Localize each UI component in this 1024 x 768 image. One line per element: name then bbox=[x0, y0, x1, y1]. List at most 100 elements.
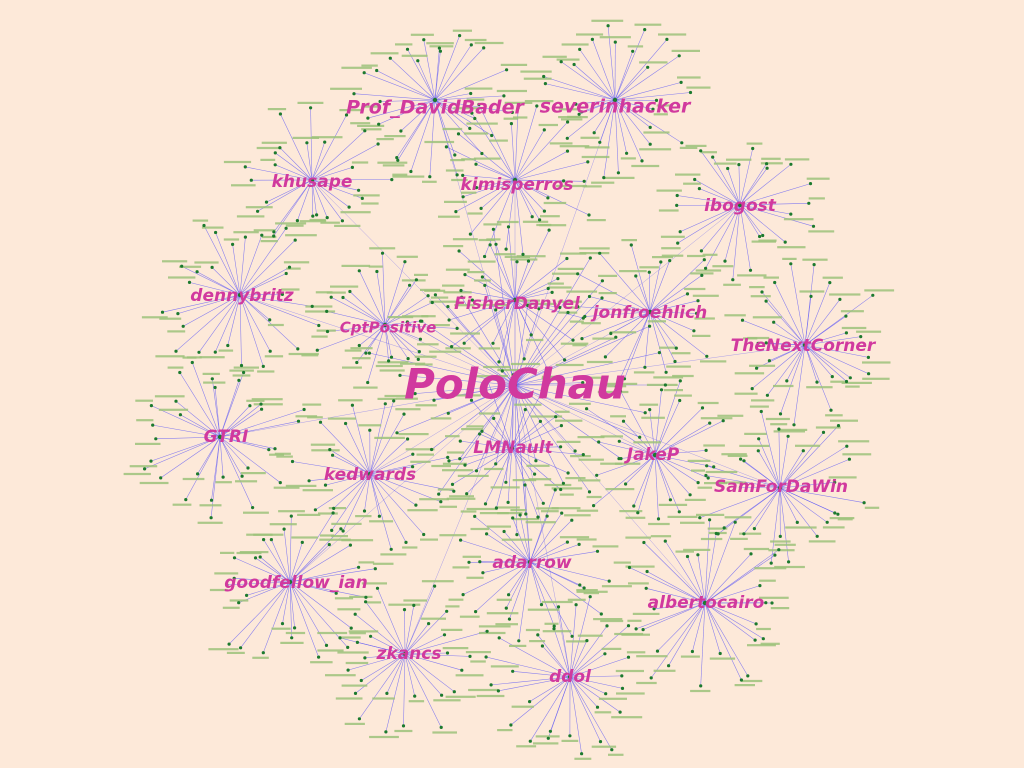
leaf-node bbox=[227, 642, 231, 646]
edge bbox=[514, 312, 569, 386]
edge bbox=[699, 487, 781, 518]
hub-label-albertocairo[interactable]: albertocairo bbox=[648, 593, 765, 613]
edge bbox=[239, 273, 287, 296]
leaf-label bbox=[672, 374, 694, 378]
edge bbox=[404, 634, 445, 655]
leaf-label bbox=[501, 538, 533, 541]
leaf-label bbox=[215, 481, 232, 484]
leaf-label bbox=[179, 265, 202, 268]
edge bbox=[654, 454, 709, 479]
hub-label-goodfellow-ian[interactable]: goodfellow_ian bbox=[224, 573, 368, 593]
leaf-node bbox=[642, 540, 646, 545]
hub-label-dennybritz[interactable]: dennybritz bbox=[190, 286, 293, 306]
leaf-node bbox=[550, 290, 554, 294]
leaf-label bbox=[760, 642, 780, 645]
edge bbox=[509, 561, 531, 620]
leaf-label bbox=[273, 486, 300, 489]
leaf-node bbox=[404, 540, 408, 545]
hub-label-ddol[interactable]: ddol bbox=[549, 667, 592, 687]
hub-label-samfordawin[interactable]: SamForDaWin bbox=[714, 477, 848, 497]
leaf-node bbox=[651, 107, 655, 111]
edge bbox=[739, 204, 763, 236]
leaf-node bbox=[621, 419, 626, 423]
edge bbox=[529, 551, 598, 563]
leaf-label bbox=[524, 100, 554, 103]
edge bbox=[493, 418, 513, 449]
leaf-node bbox=[645, 569, 649, 574]
hub-label-fisherdanyel[interactable]: FisherDanyel bbox=[454, 294, 581, 314]
leaf-label bbox=[760, 162, 783, 165]
leaf-node bbox=[838, 297, 842, 301]
leaf-label bbox=[429, 45, 454, 48]
leaf-label bbox=[339, 109, 361, 112]
leaf-node bbox=[239, 363, 244, 368]
leaf-label bbox=[493, 375, 508, 378]
leaf-node bbox=[655, 649, 660, 653]
hub-label-gtri[interactable]: GTRI bbox=[204, 427, 249, 447]
edge bbox=[356, 324, 386, 363]
edge bbox=[289, 544, 330, 583]
hub-label-zkancs[interactable]: zkancs bbox=[376, 644, 442, 664]
leaf-node bbox=[411, 452, 415, 456]
edge bbox=[471, 400, 513, 449]
edge bbox=[779, 458, 850, 489]
hub-label-prof-davidbader[interactable]: Prof_DavidBader bbox=[346, 97, 525, 119]
leaf-label bbox=[226, 651, 245, 654]
leaf-label bbox=[773, 384, 794, 388]
leaf-label bbox=[233, 366, 259, 369]
edge bbox=[180, 414, 221, 438]
leaf-label bbox=[692, 334, 711, 337]
leaf-node bbox=[509, 723, 513, 727]
leaf-node bbox=[526, 303, 530, 308]
hub-label-kimisperros[interactable]: kimisperros bbox=[460, 175, 573, 195]
edge bbox=[255, 557, 291, 583]
edge bbox=[790, 263, 806, 346]
hub-label-jakep[interactable]: JakeP bbox=[624, 445, 680, 465]
hub-label-cptpositive[interactable]: CptPositive bbox=[340, 319, 437, 337]
edge bbox=[280, 113, 313, 181]
leaf-label bbox=[659, 346, 676, 349]
leaf-node bbox=[617, 439, 621, 443]
edge bbox=[289, 581, 319, 658]
hub-label-thenextcorner[interactable]: TheNextCorner bbox=[731, 336, 877, 356]
leaf-label bbox=[694, 317, 715, 320]
leaf-label bbox=[773, 430, 805, 433]
leaf-label bbox=[525, 521, 556, 524]
leaf-node bbox=[149, 459, 153, 463]
hub-node bbox=[367, 471, 373, 477]
edge bbox=[510, 676, 571, 726]
hub-label-lmnault[interactable]: LMNault bbox=[473, 438, 553, 458]
edge bbox=[704, 585, 760, 604]
leaf-node bbox=[280, 622, 285, 626]
leaf-label bbox=[158, 408, 189, 411]
leaf-node bbox=[457, 249, 461, 253]
leaf-label bbox=[457, 474, 489, 477]
leaf-node bbox=[844, 331, 849, 335]
hub-label-kedwards[interactable]: kedwards bbox=[324, 465, 416, 485]
leaf-label bbox=[784, 158, 810, 161]
hub-label-ibogost[interactable]: ibogost bbox=[704, 196, 777, 216]
leaf-label bbox=[837, 518, 853, 521]
edge bbox=[804, 344, 818, 383]
leaf-node bbox=[151, 423, 155, 427]
leaf-node bbox=[698, 516, 702, 520]
hub-label-khusape[interactable]: khusape bbox=[272, 172, 353, 192]
leaf-node bbox=[565, 256, 569, 261]
leaf-label bbox=[529, 640, 546, 643]
edge bbox=[384, 324, 392, 358]
leaf-label bbox=[262, 235, 277, 239]
edge bbox=[654, 454, 659, 519]
hub-label-severinhacker[interactable]: severinhacker bbox=[540, 96, 692, 118]
leaf-label bbox=[721, 453, 747, 456]
edge bbox=[507, 447, 513, 503]
edge bbox=[320, 422, 371, 475]
leaf-label bbox=[252, 656, 269, 659]
hub-label-polochau[interactable]: PoloChau bbox=[404, 360, 626, 409]
hub-label-jonfroehlich[interactable]: jonfroehlich bbox=[590, 303, 708, 323]
leaf-label bbox=[845, 385, 860, 388]
leaf-node bbox=[614, 385, 619, 389]
edge bbox=[704, 602, 721, 654]
hub-label-adarrow[interactable]: adarrow bbox=[492, 553, 572, 573]
leaf-label bbox=[576, 509, 599, 512]
leaf-node bbox=[362, 71, 366, 75]
